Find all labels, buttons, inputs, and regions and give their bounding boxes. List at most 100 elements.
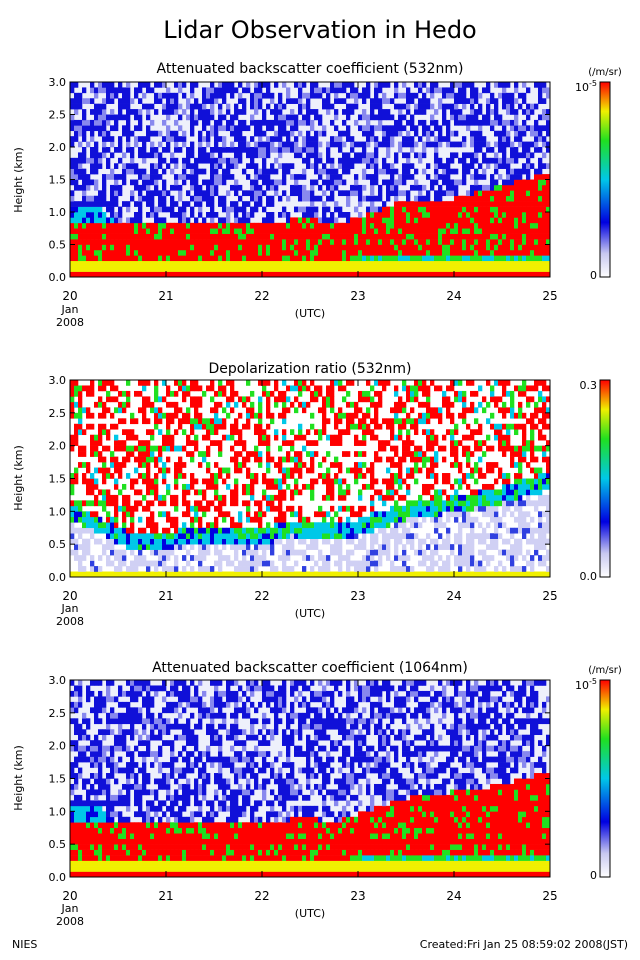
heatmap-cell [526,179,531,186]
heatmap-cell [254,141,259,148]
heatmap-cell [402,163,407,169]
heatmap-cell [370,201,375,207]
heatmap-cell [134,109,139,115]
heatmap-cell [518,130,523,137]
heatmap-cell [330,396,335,403]
heatmap-cell [154,445,159,452]
heatmap-cell [374,511,379,518]
heatmap-cell [250,478,255,485]
heatmap-cell [190,152,195,159]
heatmap-cell [234,489,239,496]
heatmap-cell [390,190,395,197]
heatmap-cell [350,217,355,224]
heatmap-cell [346,380,351,386]
heatmap-cell [126,103,131,110]
heatmap-cell [110,538,115,545]
heatmap-cell [90,451,95,457]
heatmap-cell [322,511,327,518]
heatmap-cell [370,555,375,561]
heatmap-cell [166,130,171,137]
heatmap-cell [434,190,439,197]
heatmap-cell [106,163,111,169]
heatmap-cell [454,82,459,88]
heatmap-cell [494,114,499,121]
heatmap-cell [458,260,463,267]
heatmap-cell [370,544,375,550]
heatmap-cell [230,82,235,88]
heatmap-cell [290,125,295,132]
heatmap-cell [306,483,311,490]
heatmap-cell [278,136,283,142]
heatmap-cell [90,434,95,441]
heatmap-cell [322,212,327,218]
heatmap-cell [342,571,347,578]
heatmap-cell [486,103,491,110]
heatmap-cell [126,206,131,213]
heatmap-cell [306,195,311,202]
heatmap-cell [322,533,327,539]
heatmap-cell [142,195,147,202]
heatmap-cell [94,103,99,110]
heatmap-cell [458,217,463,224]
heatmap-cell [98,233,103,240]
heatmap-cell [386,130,391,137]
heatmap-cell [474,244,479,251]
heatmap-cell [466,212,471,218]
heatmap-cell [118,555,123,561]
heatmap-cell [458,212,463,218]
heatmap-cell [322,555,327,561]
heatmap-cell [314,478,319,485]
heatmap-cell [186,418,191,425]
heatmap-cell [334,233,339,240]
heatmap-cell [266,174,271,180]
heatmap-cell [350,92,355,99]
heatmap-cell [394,266,399,272]
heatmap-cell [134,92,139,99]
heatmap-cell [90,423,95,430]
heatmap-cell [446,266,451,272]
heatmap-cell [90,249,95,256]
heatmap-cell [86,141,91,148]
heatmap-cell [246,549,251,556]
heatmap-cell [526,255,531,262]
heatmap-cell [454,190,459,197]
heatmap-cell [78,385,83,392]
heatmap-cell [398,423,403,430]
heatmap-cell [98,249,103,256]
heatmap-cell [382,549,387,556]
heatmap-cell [94,494,99,501]
heatmap-cell [266,125,271,132]
heatmap-cell [118,244,123,251]
heatmap-cell [302,217,307,224]
heatmap-cell [478,233,483,240]
heatmap-cell [250,190,255,197]
heatmap-cell [274,266,279,272]
heatmap-cell [318,429,323,436]
heatmap-cell [250,157,255,164]
heatmap-cell [210,255,215,262]
heatmap-cell [118,266,123,272]
heatmap-cell [130,418,135,425]
heatmap-cell [426,87,431,94]
heatmap-cell [178,255,183,262]
heatmap-cell [122,429,127,436]
heatmap-cell [174,92,179,99]
heatmap-cell [142,407,147,414]
heatmap-cell [314,147,319,153]
heatmap-cell [342,412,347,419]
heatmap-cell [82,255,87,262]
heatmap-cell [398,103,403,110]
heatmap-cell [418,157,423,164]
heatmap-cell [106,522,111,529]
heatmap-cell [362,255,367,262]
heatmap-cell [406,157,411,164]
heatmap-cell [438,239,443,245]
heatmap-cell [158,152,163,159]
heatmap-cell [462,152,467,159]
heatmap-cell [190,147,195,153]
heatmap-cell [546,195,551,202]
heatmap-cell [226,82,231,88]
heatmap-cell [490,217,495,224]
heatmap-cell [530,222,535,229]
heatmap-cell [270,527,275,534]
